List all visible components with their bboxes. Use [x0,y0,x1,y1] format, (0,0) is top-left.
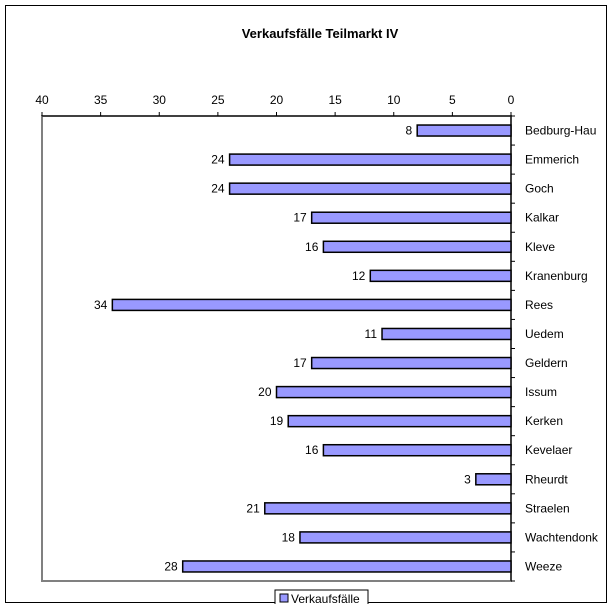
bar [369,269,512,283]
category-label: Bedburg-Hau [525,124,596,138]
chart-frame: Verkaufsfälle Teilmarkt IV 40 35 30 25 20 15 1… [5,5,607,604]
category-label: Kleve [525,240,555,254]
x-tick-label: 25 [211,93,225,107]
data-label: 12 [352,269,366,283]
category-label: Kalkar [525,211,559,225]
legend-swatch [279,593,289,603]
bar [287,414,512,428]
data-label: 3 [464,472,471,486]
category-label: Rheurdt [525,472,568,486]
bar [299,531,512,544]
legend-label: Verkaufsfälle [291,592,360,604]
category-label: Goch [525,182,554,196]
data-label: 24 [211,182,225,196]
data-label: 24 [211,153,225,167]
x-tick-label: 30 [153,93,167,107]
category-label: Uedem [525,327,564,341]
data-label: 16 [305,443,319,457]
category-label: Kranenburg [525,269,588,283]
x-tick-label: 15 [328,93,342,107]
plot-area: 40 35 30 25 20 15 10 5 0 8 Bedburg-Hau 24 Emmerich 24… [35,93,599,582]
x-tick-label: 5 [449,93,456,107]
category-label: Wachtendonk [525,530,599,544]
bar [275,385,512,399]
category-label: Rees [525,298,553,312]
category-label: Straelen [525,501,570,515]
data-label: 19 [270,414,284,428]
data-label: 21 [246,501,260,515]
x-tick-label: 0 [508,93,515,107]
legend: Verkaufsfälle [274,589,369,604]
data-label: 17 [293,211,307,225]
data-label: 11 [365,327,378,341]
data-label: 16 [305,240,319,254]
x-tick-label: 20 [270,93,284,107]
x-tick-label: 35 [94,93,108,107]
bar [228,153,512,166]
bar [181,560,512,573]
bar [475,473,512,486]
chart-canvas: Verkaufsfälle Teilmarkt IV 40 35 30 25 20 15 1… [35,26,599,604]
bar [310,211,512,224]
data-label: 28 [164,559,178,573]
bar [381,327,512,341]
bar [416,124,512,137]
bar [228,182,512,195]
bar [322,443,512,457]
category-label: Weeze [525,559,562,573]
x-tick-label: 40 [35,93,49,107]
data-label: 20 [258,385,272,399]
bar [264,502,512,515]
data-label: 34 [94,298,108,312]
category-label: Kerken [525,414,563,428]
chart-title: Verkaufsfälle Teilmarkt IV [242,26,399,41]
x-tick-label: 10 [387,93,401,107]
legend-box [274,589,369,604]
bar [322,240,512,254]
bar [310,356,512,370]
category-label: Kevelaer [525,443,572,457]
category-label: Issum [525,385,557,399]
data-label: 8 [406,124,413,138]
category-label: Emmerich [525,153,579,167]
bar [111,298,512,312]
data-label: 18 [282,530,296,544]
category-label: Geldern [525,356,568,370]
data-label: 17 [293,356,307,370]
